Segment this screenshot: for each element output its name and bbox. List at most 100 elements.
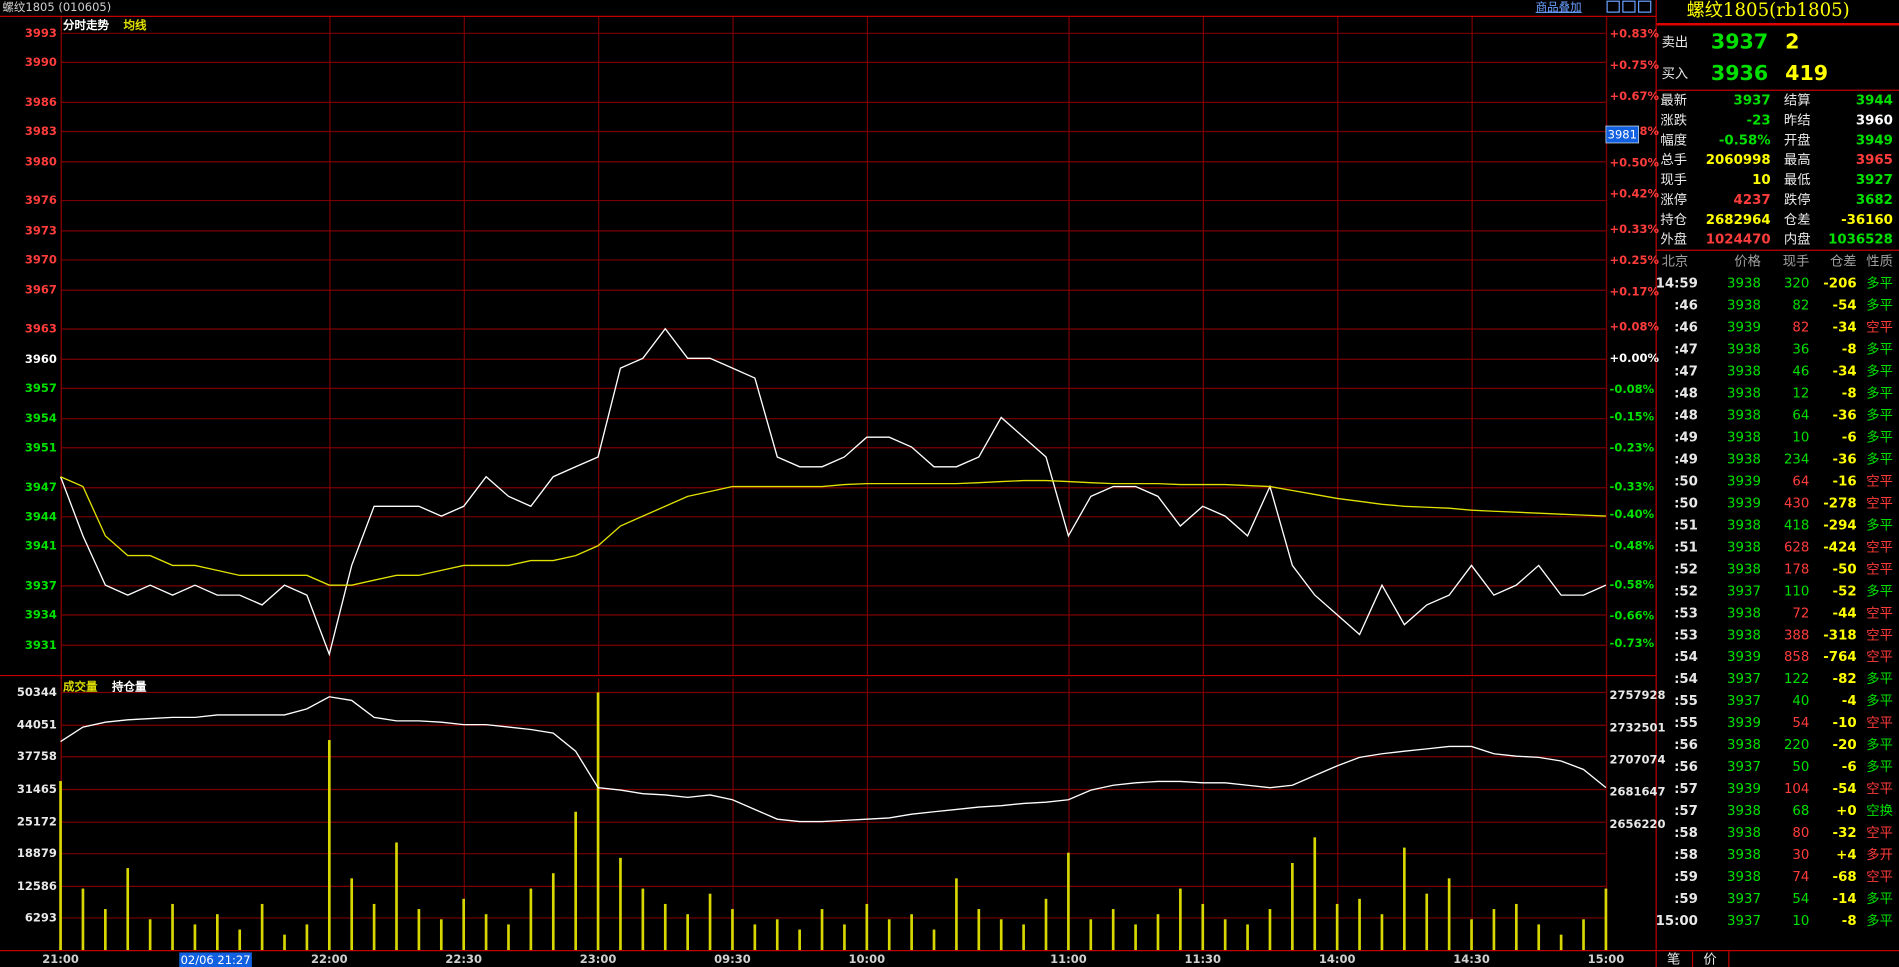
tick-time: :58	[1674, 848, 1698, 863]
volume-bar	[439, 919, 443, 951]
y-tick-label: 3967	[25, 283, 57, 297]
tick-change: -20	[1833, 738, 1857, 753]
tick-price: 3938	[1727, 364, 1761, 379]
volume-bar	[775, 919, 779, 951]
x-tick-label: 22:30	[445, 952, 482, 966]
volume-bar	[753, 924, 757, 951]
volume-bar	[1246, 924, 1249, 951]
volume-bar	[484, 914, 488, 951]
volume-bar	[1380, 914, 1384, 951]
stat-label: 幅度	[1660, 132, 1687, 148]
book-volume: 419	[1785, 61, 1828, 85]
cursor-y-label: 3981	[1608, 128, 1637, 142]
tick-time: :48	[1674, 408, 1698, 423]
tick-time: :55	[1674, 716, 1698, 731]
volume-bar	[417, 909, 421, 951]
y-tick-label: 18879	[17, 846, 57, 860]
tick-volume: 430	[1784, 496, 1809, 511]
tick-type: 多开	[1866, 846, 1893, 863]
y-tick-label: 6293	[25, 910, 57, 924]
volume-bar	[1514, 903, 1518, 951]
tick-price: 3937	[1727, 914, 1761, 929]
volume-bar	[1268, 909, 1272, 951]
tab[interactable]: 笔	[1667, 952, 1680, 967]
tick-price: 3939	[1727, 716, 1761, 731]
tick-change: -764	[1823, 650, 1856, 665]
book-label: 买入	[1662, 66, 1689, 82]
tick-change: -82	[1833, 672, 1857, 687]
column-header: 价格	[1734, 254, 1761, 270]
tick-type: 多平	[1866, 362, 1893, 379]
tick-price: 3938	[1727, 628, 1761, 643]
y2-tick-label: -0.23%	[1610, 441, 1655, 455]
stat-value: 3944	[1856, 94, 1893, 109]
tick-change: -8	[1842, 342, 1857, 357]
tick-time: 15:00	[1656, 914, 1698, 929]
stat-value: 3937	[1734, 94, 1771, 109]
volume-bar	[843, 924, 846, 951]
tick-change: -36	[1833, 408, 1857, 423]
tab[interactable]: 价	[1703, 953, 1716, 967]
icon-button[interactable]	[1606, 0, 1620, 13]
stat-label: 涨停	[1660, 191, 1687, 208]
y-tick-label: 3951	[25, 440, 57, 454]
tick-type: 多平	[1866, 340, 1893, 357]
y-tick-label: 3983	[25, 124, 57, 138]
tick-type: 空平	[1866, 715, 1893, 731]
plots: 3993 3990 3986 3983 3980 3976 3973 3970 3967 3963…	[17, 16, 1666, 966]
tick-time: :57	[1674, 782, 1698, 797]
tick-change: -294	[1823, 518, 1856, 533]
legend-label: 持仓量	[112, 680, 147, 694]
overlay-button[interactable]: 商品叠加	[1536, 0, 1582, 14]
y-tick-label: 3934	[25, 607, 57, 621]
tick-price: 3938	[1727, 870, 1761, 885]
y-tick-label: 31465	[17, 782, 57, 796]
y2-tick-label: 2732501	[1610, 720, 1666, 734]
series-line	[60, 476, 1606, 586]
volume-bar	[395, 842, 398, 951]
tick-type: 多平	[1866, 758, 1893, 775]
y2-tick-label: +0.25%	[1610, 253, 1660, 267]
volume-bar	[171, 903, 174, 951]
stat-value: -0.58%	[1719, 133, 1771, 148]
tick-price: 3939	[1727, 496, 1761, 511]
tick-change: -52	[1833, 584, 1857, 599]
y2-tick-label: -0.48%	[1610, 538, 1655, 552]
tick-volume: 628	[1784, 540, 1809, 555]
icon-button[interactable]	[1638, 0, 1652, 13]
y-tick-label: 3960	[25, 352, 57, 366]
stat-label: 开盘	[1784, 131, 1811, 148]
tick-type: 空平	[1866, 539, 1893, 555]
volume-bar	[999, 919, 1003, 951]
volume-bar	[1537, 924, 1541, 951]
volume-bar	[574, 811, 578, 951]
tick-time: :51	[1674, 518, 1698, 533]
tick-price: 3938	[1727, 386, 1761, 401]
y-tick-label: 3986	[25, 95, 57, 109]
volume-bar	[1403, 847, 1406, 951]
stat-label: 最新	[1660, 93, 1687, 109]
tick-volume: 178	[1784, 562, 1809, 577]
volume-bar	[1067, 852, 1070, 951]
y2-tick-label: +0.08%	[1610, 320, 1660, 334]
y2-tick-label: +0.33%	[1610, 222, 1660, 236]
y2-tick-label: -0.33%	[1610, 480, 1655, 494]
tick-price: 3937	[1727, 672, 1761, 687]
tick-type: 空平	[1866, 649, 1893, 665]
volume-bar	[1089, 919, 1093, 951]
icon-button[interactable]	[1622, 0, 1636, 13]
tick-type: 多平	[1866, 275, 1893, 292]
tick-price: 3939	[1727, 650, 1761, 665]
tick-type: 空平	[1866, 781, 1893, 797]
tick-time: :50	[1674, 474, 1698, 489]
tick-change: -8	[1842, 914, 1857, 929]
y-tick-label: 3947	[25, 480, 57, 494]
tick-change: -424	[1823, 540, 1856, 555]
tick-volume: 68	[1792, 804, 1809, 819]
stat-label: 内盘	[1784, 231, 1811, 248]
tick-time: :49	[1674, 452, 1698, 467]
column-header: 性质	[1866, 254, 1893, 270]
x-tick-label: 14:30	[1453, 952, 1490, 966]
y-tick-label: 3937	[25, 578, 57, 592]
